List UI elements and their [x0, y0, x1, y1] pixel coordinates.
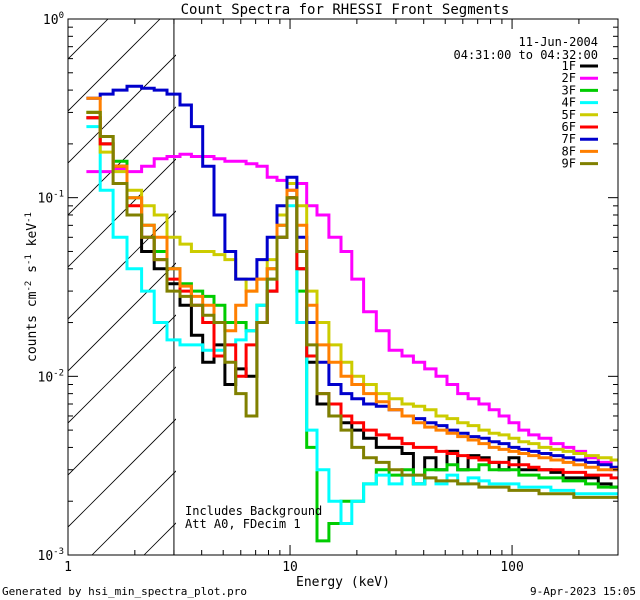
legend-label-5f: 5F — [562, 108, 576, 122]
footer-timestamp: 9-Apr-2023 15:05 — [530, 585, 636, 598]
y-axis-label: counts cm-2 s-1 keV-1 — [24, 212, 40, 362]
legend-label-1f: 1F — [562, 59, 576, 73]
x-tick-label: 100 — [500, 560, 523, 575]
series-line-4f — [86, 125, 618, 525]
hatch-line — [68, 210, 176, 320]
y-axis-label-kev: keV — [25, 223, 40, 254]
annotation-background: Includes Background — [185, 504, 322, 518]
x-tick-labels: 1 10 100 — [64, 560, 524, 575]
annotation-attenuator: Att A0, FDecim 1 — [185, 517, 301, 531]
y-axis-label-counts: counts cm — [25, 291, 40, 362]
series-line-7f — [86, 84, 618, 469]
axis-ticks — [67, 19, 619, 556]
series-line-5f — [86, 110, 618, 462]
series-line-9f — [86, 110, 618, 499]
series-line-2f — [86, 152, 618, 472]
y-tick-label-base: 10 — [38, 549, 54, 564]
hatch-line — [68, 262, 176, 372]
y-axis-label-exp-kev: -1 — [24, 212, 34, 223]
y-tick-label: 100 — [43, 11, 64, 28]
series-line-6f — [86, 116, 618, 480]
y-axis-label-s: s — [25, 265, 40, 281]
y-tick-label: 10-3 — [38, 547, 65, 564]
legend-label-6f: 6F — [562, 120, 576, 134]
legend-label-2f: 2F — [562, 71, 576, 85]
y-tick-label-base: 10 — [38, 192, 54, 207]
y-tick-label-exponent: -1 — [53, 190, 64, 200]
y-tick-label-base: 10 — [38, 370, 54, 385]
chart-title: Count Spectra for RHESSI Front Segments — [181, 2, 510, 18]
legend-label-4f: 4F — [562, 96, 576, 110]
plot-frame — [67, 18, 619, 556]
observation-date: 11-Jun-2004 — [519, 35, 598, 49]
observation-time-range: 04:31:00 to 04:32:00 — [454, 48, 599, 62]
x-tick-label: 1 — [64, 560, 72, 575]
legend-label-3f: 3F — [562, 83, 576, 97]
hatch-line — [68, 19, 161, 112]
footer-generated-by: Generated by hsi_min_spectra_plot.pro — [2, 585, 247, 598]
x-axis-label: Energy (keV) — [296, 575, 390, 590]
y-tick-label-base: 10 — [43, 13, 59, 28]
y-tick-label-exponent: -3 — [53, 547, 64, 557]
legend-label-8f: 8F — [562, 144, 576, 158]
y-tick-label-exponent: 0 — [59, 11, 64, 21]
legend-label-7f: 7F — [562, 132, 576, 146]
series-lines — [86, 84, 618, 543]
hatch-line — [68, 366, 176, 476]
y-axis-label-exp-s: -1 — [24, 254, 34, 265]
y-tick-label-exponent: -2 — [53, 368, 64, 378]
y-tick-label: 10-2 — [38, 368, 65, 385]
legend-label-9f: 9F — [562, 157, 576, 171]
hatch-line — [68, 418, 176, 528]
x-tick-label: 10 — [282, 560, 298, 575]
series-line-8f — [86, 96, 618, 472]
y-axis-label-exp-cm: -2 — [24, 281, 34, 292]
y-tick-label: 10-1 — [38, 190, 65, 207]
